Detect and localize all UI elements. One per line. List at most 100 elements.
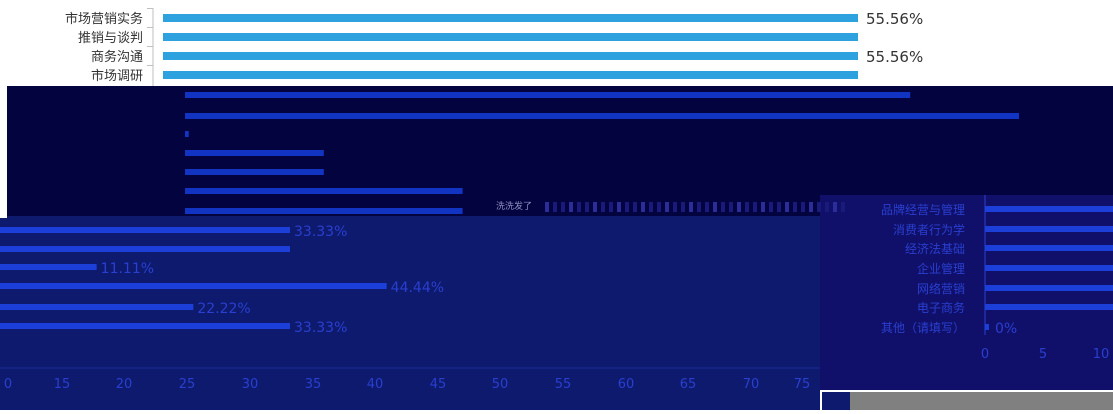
glitch-mark — [577, 202, 581, 212]
glitch-mark — [609, 202, 613, 212]
glitch-mark — [729, 202, 733, 212]
bar — [985, 206, 1113, 212]
glitch-mark — [809, 202, 813, 212]
glitch-mark — [601, 202, 605, 212]
dark-chart-panel — [7, 86, 1113, 216]
category-label: 其他（请填写） — [881, 321, 965, 335]
glitch-text: 洗洗发了 — [496, 200, 532, 212]
glitch-mark — [673, 202, 677, 212]
category-label: 网络营销 — [917, 281, 965, 296]
data-label: 0% — [995, 321, 1017, 337]
x-tick-label: 20 — [116, 377, 133, 392]
bar-chart-middle — [185, 92, 1019, 214]
glitch-mark — [633, 202, 637, 212]
glitch-mark — [681, 202, 685, 212]
glitch-mark — [785, 202, 789, 212]
bar — [185, 169, 324, 175]
data-label: 55.56% — [866, 10, 923, 28]
x-tick-label: 0 — [4, 377, 12, 392]
category-label: 消费者行为学 — [893, 222, 965, 237]
category-label: 市场调研 — [91, 68, 143, 84]
bar — [185, 188, 463, 194]
x-tick-label: 35 — [305, 377, 322, 392]
glitch-mark — [641, 202, 645, 212]
glitch-mark — [761, 202, 765, 212]
glitch-mark — [649, 202, 653, 212]
glitch-mark — [721, 202, 725, 212]
glitch-mark — [753, 202, 757, 212]
glitch-mark — [841, 202, 845, 212]
glitch-mark — [769, 202, 773, 212]
bar-chart-lower-left: 33.33% 11.11% 44.44% 22.22% 33.33% 0 15 20 25 30 3… — [0, 224, 820, 392]
grey-block — [850, 392, 1113, 410]
category-label: 品牌经营与管理 — [881, 202, 965, 217]
x-tick-label: 60 — [618, 377, 635, 392]
glitch-mark — [705, 202, 709, 212]
bar — [163, 71, 858, 79]
glitch-mark — [777, 202, 781, 212]
glitch-mark — [801, 202, 805, 212]
glitch-mark — [553, 202, 557, 212]
bar — [985, 304, 1113, 310]
bar — [163, 14, 858, 22]
x-tick-label: 10 — [1093, 347, 1110, 362]
glitch-mark — [657, 202, 661, 212]
bar — [0, 283, 387, 289]
category-label: 企业管理 — [917, 261, 965, 276]
bar — [163, 52, 858, 60]
data-label: 33.33% — [294, 224, 347, 240]
glitch-strip: 洗洗发了 — [0, 196, 845, 218]
x-tick-label: 25 — [179, 377, 196, 392]
bar — [0, 227, 290, 233]
x-tick-label: 15 — [54, 377, 71, 392]
glitch-mark — [665, 202, 669, 212]
data-label: 11.11% — [101, 261, 154, 277]
glitch-mark — [625, 202, 629, 212]
glitch-mark — [585, 202, 589, 212]
x-tick-label: 45 — [430, 377, 447, 392]
bar-chart-right-panel: 品牌经营与管理消费者行为学经济法基础企业管理网络营销电子商务其他（请填写） 0% 0… — [820, 195, 1113, 390]
bar — [185, 113, 1019, 119]
glitch-mark — [561, 202, 565, 212]
glitch-mark — [793, 202, 797, 212]
bar — [0, 323, 290, 329]
corner-marks — [822, 392, 850, 410]
x-tick-label: 70 — [743, 377, 760, 392]
bar — [185, 150, 324, 156]
bar — [985, 226, 1113, 232]
category-label: 电子商务 — [917, 300, 965, 315]
glitch-mark — [689, 202, 693, 212]
glitch-mark — [817, 202, 821, 212]
data-label: 55.56% — [866, 48, 923, 66]
x-tick-label: 5 — [1039, 347, 1047, 362]
glitch-mark — [593, 202, 597, 212]
glitch-mark — [833, 202, 837, 212]
x-tick-label: 65 — [680, 377, 697, 392]
category-label: 经济法基础 — [905, 241, 965, 256]
x-tick-label: 50 — [492, 377, 509, 392]
bar — [985, 324, 989, 330]
category-label: 推销与谈判 — [78, 31, 143, 46]
bar — [985, 285, 1113, 291]
glitch-mark — [745, 202, 749, 212]
x-tick-label: 30 — [242, 377, 259, 392]
bar — [185, 92, 911, 98]
bar — [185, 208, 463, 214]
x-tick-label: 40 — [367, 377, 384, 392]
bar-chart-left-panel: 33.33% 11.11% 44.44% 22.22% 33.33% 0 15 20 25 30 3… — [0, 216, 820, 410]
data-label: 44.44% — [391, 280, 444, 296]
x-tick-label: 0 — [981, 347, 989, 362]
bar — [185, 131, 189, 137]
data-label: 33.33% — [294, 320, 347, 336]
glitch-mark — [545, 202, 549, 212]
glitch-mark — [825, 202, 829, 212]
bar — [0, 246, 290, 252]
bar — [0, 264, 97, 270]
glitch-mark — [617, 202, 621, 212]
x-tick-label: 75 — [794, 377, 811, 392]
glitch-mark — [697, 202, 701, 212]
bar — [985, 245, 1113, 251]
bar — [0, 304, 194, 310]
glitch-mark — [569, 202, 573, 212]
x-tick-label: 55 — [555, 377, 572, 392]
